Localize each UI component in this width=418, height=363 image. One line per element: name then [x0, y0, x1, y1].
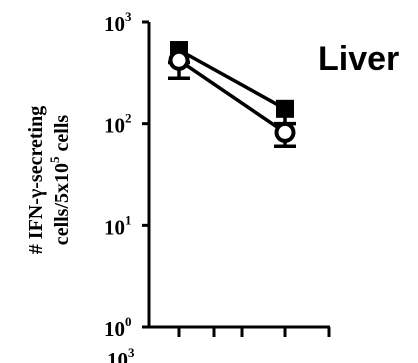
- y-axis-title-line2: cells/5x105 cells: [47, 115, 73, 246]
- y-tick-label-0: 103: [104, 9, 132, 36]
- y-ticks: 103 102 101 100: [104, 9, 149, 341]
- series-0-line: [178, 48, 286, 111]
- series-layer: [168, 41, 296, 148]
- next-panel-tick-label: 103: [107, 345, 135, 363]
- series-1-point-1: [274, 121, 296, 143]
- panel-title: Liver: [318, 40, 399, 78]
- series-1-point-0: [168, 49, 190, 71]
- y-tick-label-3: 100: [104, 314, 132, 341]
- y-tick-label-2: 101: [104, 212, 132, 239]
- series-1-line: [178, 58, 286, 134]
- y-axis-title-line1: # IFN-γ-secreting: [25, 106, 47, 254]
- y-tick-label-1: 102: [104, 111, 132, 138]
- series-0-point-1: [276, 99, 294, 118]
- x-ticks: [177, 327, 331, 337]
- y-axis-title: # IFN-γ-secreting cells/5x105 cells: [25, 106, 73, 254]
